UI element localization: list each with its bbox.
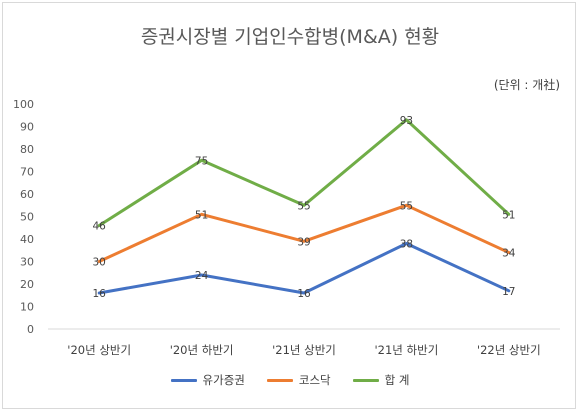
series-line-0 [97,242,511,295]
data-label: 30 [93,257,106,269]
y-tick-label: 30 [20,256,34,269]
legend-label: 코스닥 [298,373,331,387]
y-tick-label: 50 [20,211,34,224]
x-tick-label: '21년 상반기 [272,343,336,357]
legend-swatch [352,378,379,382]
y-tick-label: 100 [13,98,34,111]
data-label: 24 [195,270,209,282]
chart-title: 증권시장별 기업인수합병(M&A) 현황 [140,26,440,48]
data-label: 17 [502,286,515,298]
x-tick-label: '20년 하반기 [170,343,234,357]
y-tick-label: 60 [20,188,34,201]
y-tick-label: 0 [27,323,34,336]
data-label: 46 [93,221,107,233]
unit-note: (단위 : 개社) [493,78,560,92]
data-label: 38 [400,239,413,251]
x-tick-label: '20년 상반기 [67,343,131,357]
data-label: 93 [400,115,413,127]
chart-frame [2,2,576,409]
legend: 유가증권 코스닥 합 계 [0,372,580,388]
data-label: 34 [502,248,516,260]
y-tick-label: 70 [20,166,34,179]
y-tick-label: 20 [20,278,34,291]
x-tick-label: '21년 하반기 [375,343,439,357]
data-label: 51 [502,209,515,221]
y-tick-label: 80 [20,143,34,156]
series-line-1 [97,203,511,263]
legend-label: 유가증권 [202,373,245,387]
x-tick-label: '22년 상반기 [477,343,541,357]
y-tick-label: 90 [20,121,34,134]
legend-swatch [170,378,197,382]
y-tick-label: 10 [20,301,34,314]
data-label: 16 [297,288,311,300]
legend-item: 코스닥 [266,372,331,388]
y-tick-label: 40 [20,233,34,246]
data-label: 55 [297,200,310,212]
legend-item: 합 계 [352,372,410,388]
data-label: 55 [400,200,413,212]
data-label: 39 [297,236,310,248]
data-label: 16 [93,288,107,300]
legend-swatch [266,378,293,382]
data-label: 51 [195,209,208,221]
legend-label: 합 계 [384,373,410,387]
series-line-2 [97,118,511,227]
data-label: 75 [195,155,208,167]
legend-item: 유가증권 [170,372,245,388]
